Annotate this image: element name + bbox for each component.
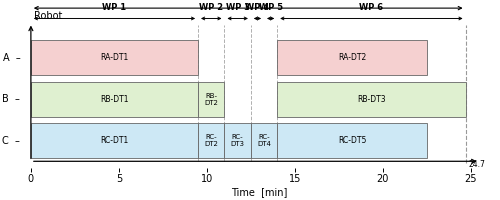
Text: RC-
DT3: RC- DT3 (230, 134, 244, 147)
Text: RC-
DT2: RC- DT2 (204, 134, 218, 147)
Bar (31, 123, 198, 158)
Bar (251, 123, 278, 158)
Text: RA-DT2: RA-DT2 (338, 53, 366, 62)
Text: RB-
DT2: RB- DT2 (204, 93, 218, 106)
Text: B  –: B – (2, 94, 21, 104)
Text: RA-DT1: RA-DT1 (100, 53, 128, 62)
Bar (278, 123, 427, 158)
Text: WP 6: WP 6 (360, 3, 384, 12)
Text: RC-
DT4: RC- DT4 (257, 134, 271, 147)
Bar (278, 82, 466, 117)
Bar (31, 40, 198, 75)
Bar (278, 40, 427, 75)
Text: WP 5: WP 5 (258, 3, 282, 12)
X-axis label: Time  [min]: Time [min] (232, 187, 288, 197)
Text: RB-DT3: RB-DT3 (357, 95, 386, 104)
Text: WP 1: WP 1 (102, 3, 126, 12)
Bar (198, 82, 224, 117)
Text: Robot: Robot (34, 11, 63, 21)
Bar (31, 82, 198, 117)
Text: RC-DT5: RC-DT5 (338, 136, 366, 145)
Bar (224, 123, 251, 158)
Text: WP 2: WP 2 (199, 3, 224, 12)
Text: WP 4: WP 4 (246, 3, 270, 12)
Text: 24.7: 24.7 (468, 160, 485, 169)
Bar (198, 123, 224, 158)
Text: RB-DT1: RB-DT1 (100, 95, 128, 104)
Text: C  –: C – (2, 136, 21, 146)
Text: A  –: A – (2, 53, 21, 63)
Text: WP 3: WP 3 (226, 3, 250, 12)
Text: RC-DT1: RC-DT1 (100, 136, 128, 145)
